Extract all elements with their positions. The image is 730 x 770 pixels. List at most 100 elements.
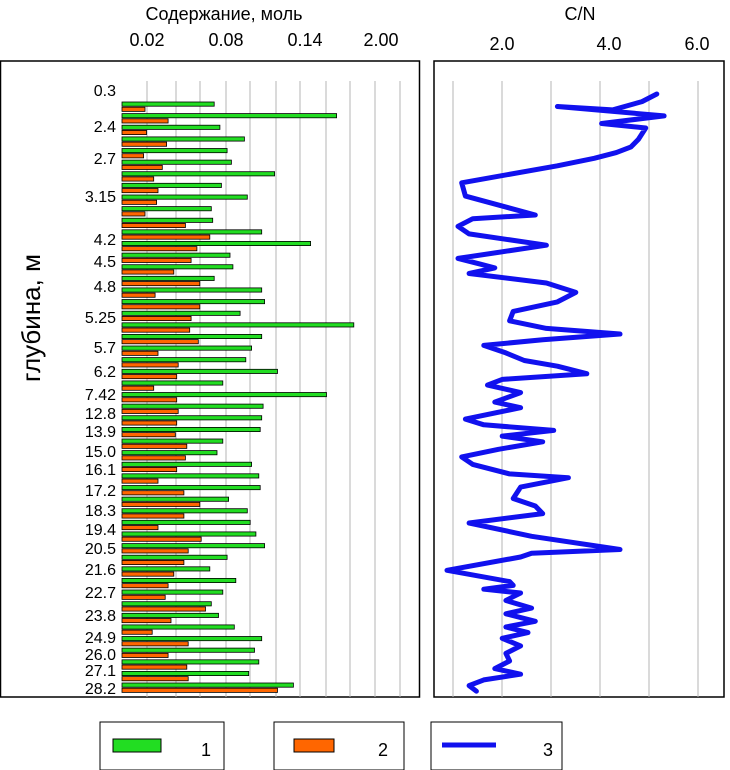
bar-series-1	[121, 531, 257, 537]
right-tick-label: 2.0	[489, 34, 514, 54]
bar-series-2	[121, 560, 185, 566]
depth-label: 23.8	[85, 608, 116, 625]
bar-series-2	[121, 687, 278, 693]
bar-series-2	[121, 455, 186, 461]
left-tick-label: 0.08	[208, 30, 243, 50]
bar-series	[121, 101, 355, 693]
bar-series-1	[121, 671, 250, 677]
right-gridlines	[452, 81, 699, 697]
bar-series-2	[121, 618, 172, 624]
depth-label: 20.5	[85, 541, 116, 558]
depth-label: 2.7	[94, 151, 116, 168]
bar-series-1	[121, 438, 224, 444]
bar-series-1	[121, 148, 228, 154]
bar-series-2	[121, 408, 179, 414]
bar-series-2	[121, 443, 188, 449]
depth-label: 5.7	[94, 340, 116, 357]
bar-series-2	[121, 292, 156, 298]
bar-series-1	[121, 182, 222, 188]
bar-series-1	[121, 368, 278, 374]
bar-series-1	[121, 357, 247, 363]
depth-label: 22.7	[85, 585, 116, 602]
bar-series-2	[121, 397, 178, 403]
bar-series-1	[121, 624, 235, 630]
depth-label: 12.8	[85, 406, 116, 423]
bar-series-2	[121, 374, 178, 380]
bar-series-1	[121, 194, 248, 200]
bar-series-2	[121, 594, 166, 600]
depth-label: 28.2	[85, 681, 116, 698]
bar-series-1	[121, 333, 263, 339]
bar-series-2	[121, 327, 191, 333]
bar-series-1	[121, 299, 266, 305]
bar-series-1	[121, 659, 260, 665]
bar-series-2	[121, 339, 199, 345]
legend-label-2: 2	[378, 740, 388, 760]
bar-series-2	[121, 129, 147, 135]
bar-series-2	[121, 513, 185, 519]
bar-series-2	[121, 118, 169, 124]
bar-series-1	[121, 566, 211, 572]
depth-label: 21.6	[85, 562, 116, 579]
depth-label: 3.15	[85, 189, 116, 206]
depth-label: 24.9	[85, 630, 116, 647]
bar-series-1	[121, 136, 245, 142]
depth-label: 2.4	[94, 119, 116, 136]
legend-label-1: 1	[201, 740, 211, 760]
left-axis-title: Содержание, моль	[145, 4, 302, 24]
bar-series-1	[121, 403, 264, 409]
legend-label-3: 3	[543, 740, 553, 760]
depth-label: 4.5	[94, 254, 116, 271]
bar-series-1	[121, 554, 228, 560]
bar-series-1	[121, 461, 253, 467]
depth-label: 0.3	[94, 83, 116, 100]
right-tick-label: 4.0	[596, 34, 621, 54]
bar-series-2	[121, 257, 192, 263]
bar-series-1	[121, 543, 266, 549]
left-tick-label: 0.14	[287, 30, 322, 50]
bar-series-1	[121, 578, 237, 584]
left-plot-frame	[0, 60, 421, 698]
bar-series-2	[121, 420, 178, 426]
bar-series-2	[121, 490, 185, 496]
bar-series-2	[121, 350, 159, 356]
bar-series-1	[121, 217, 214, 223]
bar-series-2	[121, 304, 201, 310]
bar-series-2	[121, 571, 175, 577]
bar-series-2	[121, 629, 153, 635]
bar-series-1	[121, 171, 276, 177]
bar-series-1	[121, 415, 263, 421]
legend: 1 2 3	[99, 721, 563, 770]
depth-label: 17.2	[85, 483, 116, 500]
bar-series-1	[121, 496, 229, 502]
left-tick-label: 0.02	[129, 30, 164, 50]
depth-label: 18.3	[85, 503, 116, 520]
depth-label: 15.0	[85, 444, 116, 461]
depth-label: 5.25	[85, 310, 116, 327]
bar-series-2	[121, 222, 186, 228]
bar-series-1	[121, 612, 219, 618]
bar-series-2	[121, 246, 198, 252]
depth-label: 4.2	[94, 232, 116, 249]
bar-series-2	[121, 432, 176, 438]
bar-series-2	[121, 362, 179, 368]
right-tick-label: 6.0	[684, 34, 709, 54]
bar-series-1	[121, 345, 253, 351]
depth-label: 16.1	[85, 462, 116, 479]
bar-series-2	[121, 606, 206, 612]
bar-series-2	[121, 164, 163, 170]
bar-series-1	[121, 450, 218, 456]
bar-series-2	[121, 153, 145, 159]
bar-series-2	[121, 664, 188, 670]
bar-series-1	[121, 485, 261, 491]
legend-swatch-1	[112, 738, 162, 753]
bar-series-1	[121, 647, 255, 653]
line-series	[444, 91, 667, 694]
bar-series-1	[121, 159, 232, 165]
bar-series-2	[121, 188, 159, 194]
bar-series-1	[121, 101, 215, 107]
bar-series-1	[121, 519, 251, 525]
right-axis-title: C/N	[565, 4, 596, 24]
bar-series-2	[121, 676, 189, 682]
bar-series-1	[121, 601, 212, 607]
